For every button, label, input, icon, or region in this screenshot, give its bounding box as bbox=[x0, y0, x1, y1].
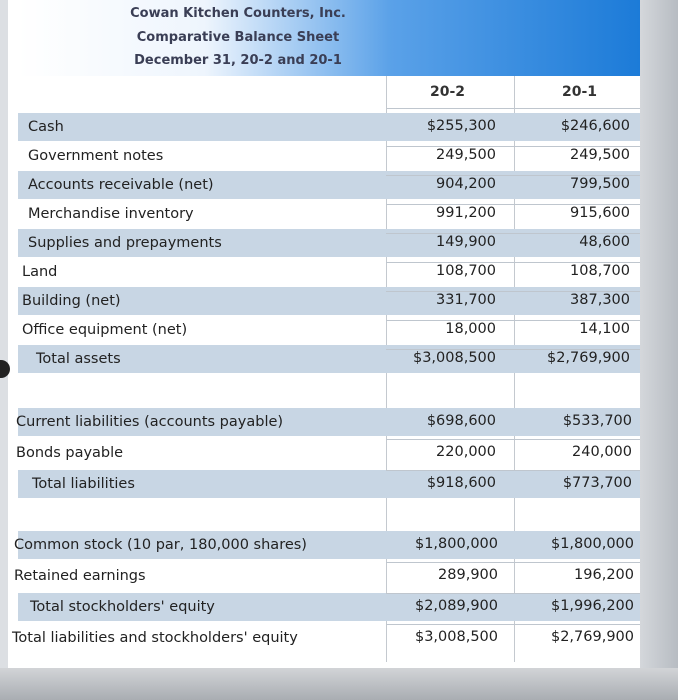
value-20-1: 240,000 bbox=[572, 444, 632, 460]
value-20-2: $698,600 bbox=[426, 413, 496, 429]
table-row: Total stockholders' equity $2,089,900 $1,9… bbox=[18, 593, 640, 621]
value-20-2: 149,900 bbox=[436, 234, 496, 250]
value-20-2: 108,700 bbox=[436, 263, 496, 279]
row-label: Supplies and prepayments bbox=[28, 235, 222, 251]
row-rule bbox=[386, 262, 640, 263]
row-label: Current liabilities (accounts payable) bbox=[16, 414, 284, 430]
value-20-1: $773,700 bbox=[562, 475, 632, 491]
value-20-1: $1,800,000 bbox=[550, 536, 634, 552]
value-20-2: 289,900 bbox=[438, 567, 498, 583]
value-20-1: 387,300 bbox=[570, 292, 630, 308]
table-row: Land 108,700 108,700 bbox=[18, 258, 640, 286]
value-20-2: 249,500 bbox=[436, 147, 496, 163]
value-20-1: $2,769,900 bbox=[550, 629, 634, 645]
value-20-1: 108,700 bbox=[570, 263, 630, 279]
value-20-2: 18,000 bbox=[445, 321, 496, 337]
table-row: Total liabilities $918,600 $773,700 bbox=[18, 470, 640, 498]
table-row: Merchandise inventory 991,200 915,600 bbox=[18, 200, 640, 228]
value-20-1: $1,996,200 bbox=[550, 598, 634, 614]
row-rule bbox=[386, 320, 640, 321]
row-label: Merchandise inventory bbox=[28, 206, 194, 222]
row-rule bbox=[386, 349, 640, 350]
value-20-2: 904,200 bbox=[436, 176, 496, 192]
value-20-2: $918,600 bbox=[426, 475, 496, 491]
row-label: Retained earnings bbox=[14, 568, 146, 584]
table-row: Cash $255,300 $246,600 bbox=[18, 113, 640, 141]
row-label: Total liabilities and stockholders' equi… bbox=[12, 630, 298, 646]
row-rule bbox=[386, 291, 640, 292]
row-label: Bonds payable bbox=[16, 445, 124, 461]
row-label: Total liabilities bbox=[32, 476, 135, 492]
value-20-2: 991,200 bbox=[436, 205, 496, 221]
value-20-1: 915,600 bbox=[570, 205, 630, 221]
value-20-2: $255,300 bbox=[426, 118, 496, 134]
statement-header: Cowan Kitchen Counters, Inc. Comparative… bbox=[18, 0, 640, 76]
row-label: Common stock (10 par, 180,000 shares) bbox=[14, 537, 307, 553]
row-label: Accounts receivable (net) bbox=[28, 177, 214, 193]
column-header-20-2: 20-2 bbox=[430, 84, 466, 100]
row-rule bbox=[386, 562, 640, 563]
value-20-2: 220,000 bbox=[436, 444, 496, 460]
table-row: Total liabilities and stockholders' equi… bbox=[12, 624, 640, 652]
value-20-1: 14,100 bbox=[579, 321, 630, 337]
table-row: Accounts receivable (net) 904,200 799,500 bbox=[18, 171, 640, 199]
row-rule bbox=[386, 593, 640, 594]
row-label: Land bbox=[22, 264, 58, 280]
value-20-2: 331,700 bbox=[436, 292, 496, 308]
header-rule bbox=[386, 108, 640, 109]
value-20-1: 799,500 bbox=[570, 176, 630, 192]
value-20-1: $246,600 bbox=[560, 118, 630, 134]
row-rule bbox=[386, 439, 640, 440]
row-label: Total assets bbox=[36, 351, 121, 367]
statement-date: December 31, 20-2 and 20-1 bbox=[134, 53, 342, 68]
table-row: Government notes 249,500 249,500 bbox=[18, 142, 640, 170]
row-label: Cash bbox=[28, 119, 64, 135]
photo-edge bbox=[640, 0, 678, 668]
table-row: Common stock (10 par, 180,000 shares) $1,… bbox=[14, 531, 640, 559]
row-rule bbox=[386, 146, 640, 147]
value-20-1: 196,200 bbox=[574, 567, 634, 583]
table-row: Current liabilities (accounts payable) $6… bbox=[16, 408, 640, 436]
row-rule bbox=[386, 233, 640, 234]
value-20-2: $1,800,000 bbox=[414, 536, 498, 552]
row-label: Government notes bbox=[28, 148, 164, 164]
company-name: Cowan Kitchen Counters, Inc. bbox=[130, 6, 346, 21]
row-rule bbox=[386, 624, 640, 625]
row-rule bbox=[386, 470, 640, 471]
value-20-2: $2,089,900 bbox=[414, 598, 498, 614]
table-row: Bonds payable 220,000 240,000 bbox=[16, 439, 640, 467]
table-row: Retained earnings 289,900 196,200 bbox=[14, 562, 640, 590]
value-20-1: 249,500 bbox=[570, 147, 630, 163]
row-label: Office equipment (net) bbox=[22, 322, 188, 338]
row-label: Building (net) bbox=[22, 293, 121, 309]
value-20-2: $3,008,500 bbox=[414, 629, 498, 645]
row-rule bbox=[386, 204, 640, 205]
row-rule bbox=[386, 175, 640, 176]
value-20-2: $3,008,500 bbox=[412, 350, 496, 366]
value-20-1: 48,600 bbox=[579, 234, 630, 250]
value-20-1: $533,700 bbox=[562, 413, 632, 429]
value-20-1: $2,769,900 bbox=[546, 350, 630, 366]
cropped-footer bbox=[0, 668, 678, 700]
row-label: Total stockholders' equity bbox=[30, 599, 215, 615]
binder-hole bbox=[0, 360, 10, 378]
table-row: Office equipment (net) 18,000 14,100 bbox=[18, 316, 640, 344]
column-header-20-1: 20-1 bbox=[562, 84, 598, 100]
statement-title: Comparative Balance Sheet bbox=[136, 30, 340, 45]
